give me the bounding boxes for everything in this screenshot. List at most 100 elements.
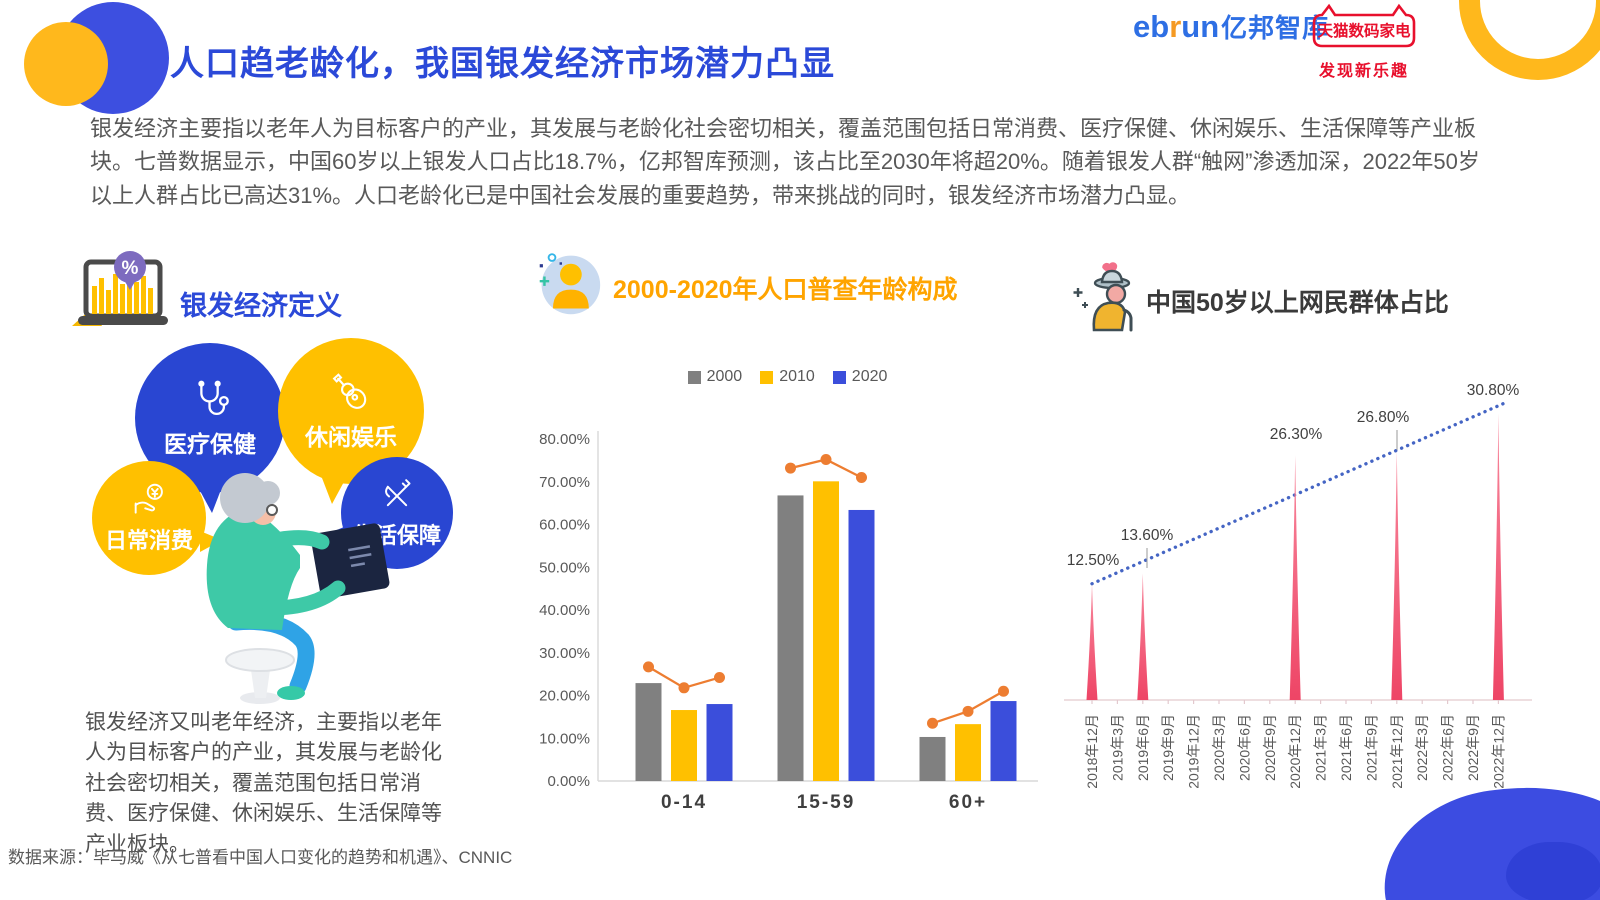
population-person-icon bbox=[539, 253, 601, 315]
spike-2018年12月 bbox=[1086, 583, 1098, 700]
overlay-marker bbox=[678, 682, 690, 694]
spike-2022年12月 bbox=[1492, 413, 1504, 700]
definition-description: 银发经济又叫老年经济，主要指以老年人为目标客户的产业，其发展与老龄化社会密切相关… bbox=[85, 711, 442, 856]
definition-header: % 银发经济定义 bbox=[72, 244, 342, 332]
bar-2010-15-59 bbox=[813, 481, 839, 781]
value-label: 12.50% bbox=[1067, 552, 1120, 569]
legend-swatch bbox=[832, 370, 846, 384]
census-legend: 2000 2010 2020 bbox=[530, 368, 1045, 386]
x-tick-label: 2019年6月 bbox=[1135, 714, 1151, 781]
y-tick-label: 0.00% bbox=[547, 773, 590, 790]
category-label: 0-14 bbox=[661, 792, 707, 813]
ebrun-logo-un: un bbox=[1181, 9, 1220, 44]
tmall-logo-line2: 发现新乐趣 bbox=[1318, 63, 1409, 80]
x-tick-label: 2020年6月 bbox=[1236, 714, 1252, 781]
y-tick-label: 40.00% bbox=[539, 602, 590, 619]
census-header: 2000-2020年人口普查年龄构成 bbox=[535, 250, 958, 318]
bubble-label: 休闲娱乐 bbox=[305, 424, 397, 450]
census-bar-chart: 80.00% 70.00% 60.00% 50.00% 40.00% 30.00% 20.0… bbox=[539, 431, 1038, 813]
x-tick-label: 2019年9月 bbox=[1160, 714, 1176, 781]
spike-2019年6月 bbox=[1137, 573, 1149, 700]
ebrun-logo-r: r bbox=[1169, 9, 1182, 44]
deco-blob-inner bbox=[1506, 842, 1600, 900]
x-tick-label: 2022年6月 bbox=[1440, 714, 1456, 781]
value-label: 30.80% bbox=[1467, 382, 1520, 399]
legend-item-2000: 2000 bbox=[687, 368, 743, 386]
bubble-daily-consumption: 日常消费 bbox=[92, 461, 206, 575]
x-tick-label: 2021年9月 bbox=[1363, 714, 1379, 781]
y-tick-label: 10.00% bbox=[539, 730, 590, 747]
y-tick-label: 30.00% bbox=[539, 645, 590, 662]
overlay-marker bbox=[856, 471, 867, 483]
source-note: 数据来源：毕马威《从七普看中国人口变化的趋势和机遇》、CNNIC bbox=[8, 848, 513, 867]
bar-2020-0-14 bbox=[706, 704, 733, 781]
definition-bubble-cluster: 医疗保健 休闲娱乐 日常消费 bbox=[60, 335, 500, 715]
legend-item-2020: 2020 bbox=[832, 368, 888, 386]
bar-2000-0-14 bbox=[635, 683, 662, 781]
x-tick-label: 2022年3月 bbox=[1414, 714, 1430, 781]
ebrun-logo-eb: eb bbox=[1133, 9, 1170, 44]
x-tick-label: 2021年3月 bbox=[1313, 714, 1329, 781]
overlay-marker bbox=[820, 454, 832, 466]
y-tick-label: 60.00% bbox=[539, 517, 590, 534]
x-tick-label: 2021年12月 bbox=[1389, 714, 1405, 789]
hand-coin-icon bbox=[134, 483, 163, 514]
cutlery-icon bbox=[385, 479, 411, 507]
x-tick-label: 2022年12月 bbox=[1490, 714, 1506, 789]
y-tick-label: 20.00% bbox=[539, 688, 590, 705]
legend-label: 2010 bbox=[779, 368, 815, 385]
bar-2000-60+ bbox=[919, 736, 946, 781]
bar-2020-60+ bbox=[990, 701, 1017, 781]
x-tick-label: 2022年9月 bbox=[1465, 714, 1481, 781]
bar-2000-15-59 bbox=[777, 495, 804, 781]
bubble-label: 日常消费 bbox=[104, 528, 193, 553]
deco-circle-yellow bbox=[24, 22, 108, 106]
value-label: 26.80% bbox=[1357, 409, 1410, 426]
intro-text: 银发经济主要指以老年人为目标客户的产业，其发展与老龄化社会密切相关，覆盖范围包括… bbox=[90, 116, 1480, 208]
legend-swatch bbox=[760, 370, 774, 384]
ebrun-logo: ebrun亿邦智库 bbox=[1133, 8, 1329, 45]
stethoscope-icon bbox=[198, 380, 229, 415]
tmall-logo: 天猫数码家电 发现新乐趣 bbox=[1303, 2, 1425, 81]
legend-label: 2020 bbox=[851, 368, 888, 385]
category-label: 60+ bbox=[949, 792, 987, 813]
svg-text:%: % bbox=[122, 258, 139, 279]
bubble-label: 医疗保健 bbox=[164, 431, 256, 457]
overlay-marker bbox=[962, 705, 974, 717]
tmall-cat-icon: 天猫数码家电 bbox=[1312, 3, 1416, 48]
tmall-logo-line1: 天猫数码家电 bbox=[1317, 21, 1411, 40]
bar-2020-15-59 bbox=[848, 509, 875, 781]
x-tick-label: 2020年12月 bbox=[1287, 714, 1303, 789]
legend-label: 2000 bbox=[706, 368, 743, 385]
spike-2021年12月 bbox=[1391, 450, 1403, 700]
x-tick-label: 2020年3月 bbox=[1211, 714, 1227, 781]
x-tick-label: 2020年9月 bbox=[1262, 714, 1278, 781]
deco-ring-yellow bbox=[1459, 0, 1600, 80]
census-heading: 2000-2020年人口普查年龄构成 bbox=[613, 276, 958, 304]
y-tick-label: 50.00% bbox=[539, 559, 590, 576]
overlay-marker bbox=[998, 685, 1009, 697]
x-tick-label: 2021年6月 bbox=[1338, 714, 1354, 781]
netizen-header: 中国50岁以上网民群体占比 bbox=[1072, 258, 1449, 332]
netizen-heading: 中国50岁以上网民群体占比 bbox=[1146, 289, 1449, 317]
ebrun-logo-cn: 亿邦智库 bbox=[1221, 13, 1330, 43]
overlay-marker bbox=[785, 462, 796, 474]
x-tick-label: 2019年12月 bbox=[1186, 714, 1202, 789]
page-title: 人口趋老龄化，我国银发经济市场潜力凸显 bbox=[170, 45, 835, 83]
y-tick-label: 80.00% bbox=[539, 431, 590, 448]
guitar-icon bbox=[332, 373, 367, 409]
elderly-man-icon bbox=[1073, 262, 1133, 332]
value-label: 13.60% bbox=[1121, 527, 1174, 544]
legend-item-2010: 2010 bbox=[760, 368, 815, 386]
category-label: 15-59 bbox=[797, 792, 856, 813]
overlay-marker bbox=[927, 717, 938, 729]
legend-swatch bbox=[687, 370, 701, 384]
bar-2010-0-14 bbox=[671, 710, 697, 781]
overlay-marker bbox=[643, 661, 654, 673]
overlay-marker bbox=[714, 672, 725, 684]
laptop-chart-icon: % bbox=[72, 251, 168, 326]
value-label: 26.30% bbox=[1270, 426, 1323, 443]
netizen-spike-chart: 2018年12月 2019年3月 2019年6月 2019年9月 2019年12月 202… bbox=[1064, 382, 1532, 789]
dotted-trend-line bbox=[1090, 400, 1509, 586]
